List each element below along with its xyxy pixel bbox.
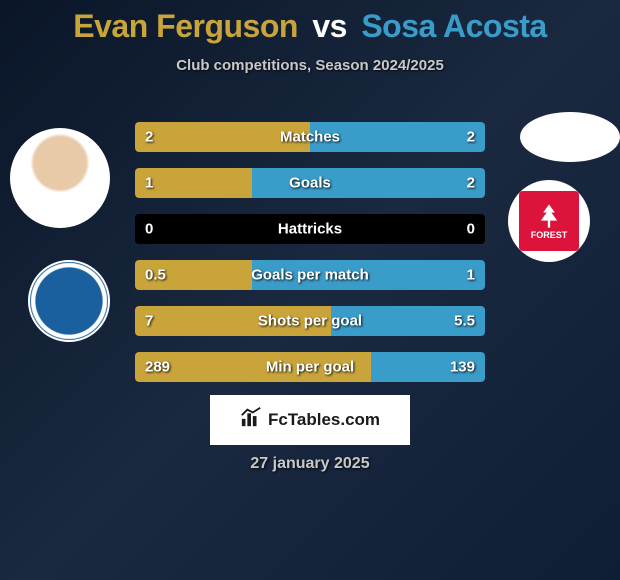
stat-value-left: 0 bbox=[145, 221, 153, 238]
club-badge-left bbox=[28, 260, 110, 342]
stat-value-right: 2 bbox=[467, 129, 475, 146]
comparison-title: Evan Ferguson vs Sosa Acosta bbox=[0, 0, 620, 45]
stat-row: 0 0 Hattricks bbox=[135, 214, 485, 244]
stat-label: Goals per match bbox=[251, 267, 369, 284]
stat-value-right: 2 bbox=[467, 175, 475, 192]
stat-value-right: 5.5 bbox=[454, 313, 475, 330]
stats-container: 2 2 Matches 1 2 Goals 0 0 Hattricks 0.5 1 Goals per… bbox=[135, 122, 485, 398]
player2-name: Sosa Acosta bbox=[361, 8, 546, 44]
stat-label: Hattricks bbox=[278, 221, 342, 238]
subtitle: Club competitions, Season 2024/2025 bbox=[0, 57, 620, 74]
stat-row: 289 139 Min per goal bbox=[135, 352, 485, 382]
vs-text: vs bbox=[312, 8, 347, 44]
stat-value-right: 139 bbox=[450, 359, 475, 376]
player1-avatar bbox=[10, 128, 110, 228]
date-label: 27 january 2025 bbox=[0, 455, 620, 473]
brand-name: FcTables.com bbox=[268, 410, 380, 430]
stat-value-right: 1 bbox=[467, 267, 475, 284]
stat-label: Goals bbox=[289, 175, 331, 192]
stat-value-left: 2 bbox=[145, 129, 153, 146]
forest-badge: FOREST bbox=[519, 191, 579, 251]
stat-label: Min per goal bbox=[266, 359, 354, 376]
stat-label: Matches bbox=[280, 129, 340, 146]
stat-row: 7 5.5 Shots per goal bbox=[135, 306, 485, 336]
player1-name: Evan Ferguson bbox=[73, 8, 298, 44]
stat-label: Shots per goal bbox=[258, 313, 362, 330]
footer-attribution: FcTables.com bbox=[210, 395, 410, 445]
stat-value-left: 0.5 bbox=[145, 267, 166, 284]
stat-row: 0.5 1 Goals per match bbox=[135, 260, 485, 290]
bar-right bbox=[252, 168, 485, 198]
chart-icon bbox=[240, 406, 262, 434]
tree-icon bbox=[535, 202, 563, 230]
stat-row: 2 2 Matches bbox=[135, 122, 485, 152]
stat-value-left: 7 bbox=[145, 313, 153, 330]
stat-value-left: 289 bbox=[145, 359, 170, 376]
stat-value-left: 1 bbox=[145, 175, 153, 192]
player2-avatar bbox=[520, 112, 620, 162]
club-badge-right: FOREST bbox=[508, 180, 590, 262]
forest-label: FOREST bbox=[531, 230, 568, 240]
stat-row: 1 2 Goals bbox=[135, 168, 485, 198]
stat-value-right: 0 bbox=[467, 221, 475, 238]
